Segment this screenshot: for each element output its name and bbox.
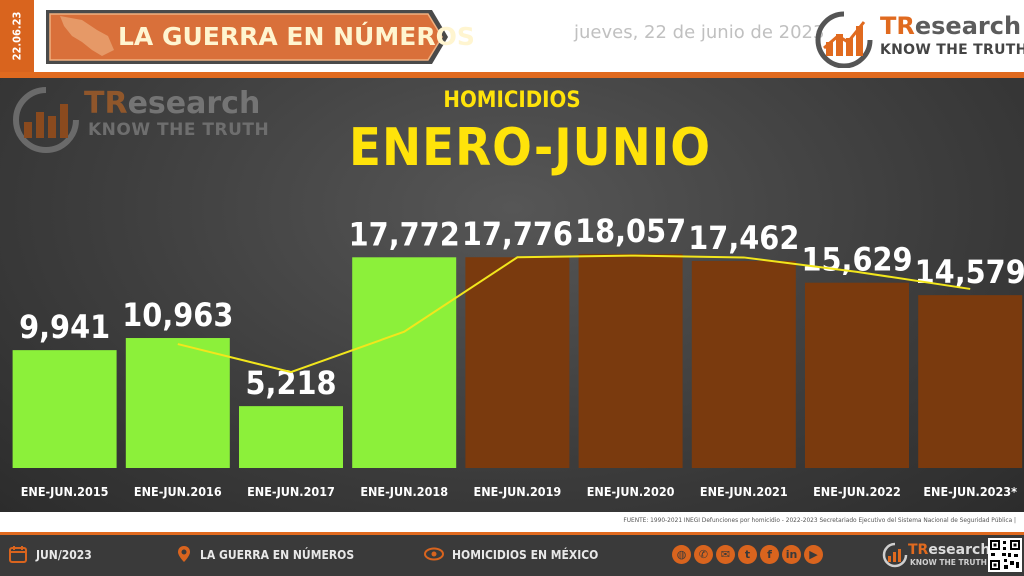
bar-6: [691, 260, 796, 468]
value-label-4: 17,776: [462, 215, 573, 253]
logo-tagline: KNOW THE TRUTH: [880, 42, 1024, 58]
bar-4: [465, 257, 570, 468]
watermark-brand: TResearch: [84, 86, 261, 121]
value-label-2: 5,218: [245, 364, 336, 402]
footer-item-topic: HOMICIDIOS EN MÉXICO: [452, 548, 599, 562]
watermark-tagline: KNOW THE TRUTH: [88, 120, 270, 140]
bar-chart: 9,941 ENE-JUN.2015 10,963 ENE-JUN.2016 5,218…: [12, 212, 1024, 499]
date-strip: 22.06.23: [0, 0, 34, 72]
bar-8: [918, 295, 1023, 468]
bar-1: [125, 338, 230, 468]
value-label-5: 18,057: [575, 212, 686, 250]
trend-line: [177, 254, 971, 374]
date-code: 22.06.23: [10, 11, 24, 61]
footer-logo-tagline: KNOW THE TRUTH: [910, 558, 987, 567]
value-label-7: 15,629: [801, 241, 912, 279]
value-label-1: 10,963: [122, 296, 233, 334]
category-label-3: ENE-JUN.2018: [360, 484, 448, 499]
category-label-1: ENE-JUN.2016: [134, 484, 222, 499]
category-label-6: ENE-JUN.2021: [700, 484, 788, 499]
bar-5: [578, 253, 683, 468]
category-label-5: ENE-JUN.2020: [587, 484, 675, 499]
banner-title: LA GUERRA EN NÚMEROS: [118, 22, 475, 51]
linkedin-icon[interactable]: in: [782, 545, 801, 564]
value-label-8: 14,579: [915, 253, 1024, 291]
chart-title: HOMICIDIOS: [443, 88, 581, 113]
watermark-logo-icon: [13, 87, 79, 153]
logo-chart-icon: [815, 11, 873, 69]
brand-logo: TResearch KNOW THE TRUTH: [812, 8, 1024, 69]
value-label-0: 9,941: [19, 308, 110, 346]
globe-icon[interactable]: ◍: [672, 545, 691, 564]
bar-3: [352, 257, 457, 468]
category-label-2: ENE-JUN.2017: [247, 484, 335, 499]
twitter-icon[interactable]: t: [738, 545, 757, 564]
chart-panel: TResearch KNOW THE TRUTH HOMICIDIOS ENER…: [0, 78, 1024, 512]
phone-icon[interactable]: ✆: [694, 545, 713, 564]
footer-item-section: LA GUERRA EN NÚMEROS: [200, 548, 355, 562]
category-label-8: ENE-JUN.2023*: [923, 484, 1017, 499]
footer-logo: TResearch KNOW THE TRUTH: [882, 538, 990, 572]
category-label-4: ENE-JUN.2019: [474, 484, 562, 499]
bar-0: [12, 350, 117, 468]
mail-icon[interactable]: ✉: [716, 545, 735, 564]
header-divider: [0, 72, 1024, 78]
youtube-icon[interactable]: ▶: [804, 545, 823, 564]
calendar-icon: [9, 546, 27, 563]
footer-logo-icon: [882, 542, 908, 568]
facebook-icon[interactable]: f: [760, 545, 779, 564]
logo-brand-a: TR: [880, 12, 915, 40]
footer-item-date: JUN/2023: [36, 548, 92, 562]
footer-accent: [0, 532, 1024, 535]
mexico-map-icon: [60, 16, 114, 56]
logo-brand-b: esearch: [914, 12, 1022, 40]
footer-bar: [0, 532, 1024, 576]
bar-2: [239, 406, 343, 468]
value-label-6: 17,462: [688, 219, 799, 257]
category-label-7: ENE-JUN.2022: [813, 484, 901, 499]
title-banner: [46, 10, 448, 64]
eye-icon: [424, 547, 444, 561]
value-label-3: 17,772: [349, 215, 460, 253]
header-date: jueves, 22 de junio de 2023: [574, 22, 825, 43]
chart-subtitle: ENERO-JUNIO: [349, 118, 711, 178]
category-label-0: ENE-JUN.2015: [21, 484, 109, 499]
qr-code-icon: [988, 538, 1022, 572]
source-note: FUENTE: 1990-2021 INEGI Defunciones por …: [623, 516, 1016, 524]
map-pin-icon: [178, 546, 190, 562]
bar-7: [805, 282, 909, 468]
